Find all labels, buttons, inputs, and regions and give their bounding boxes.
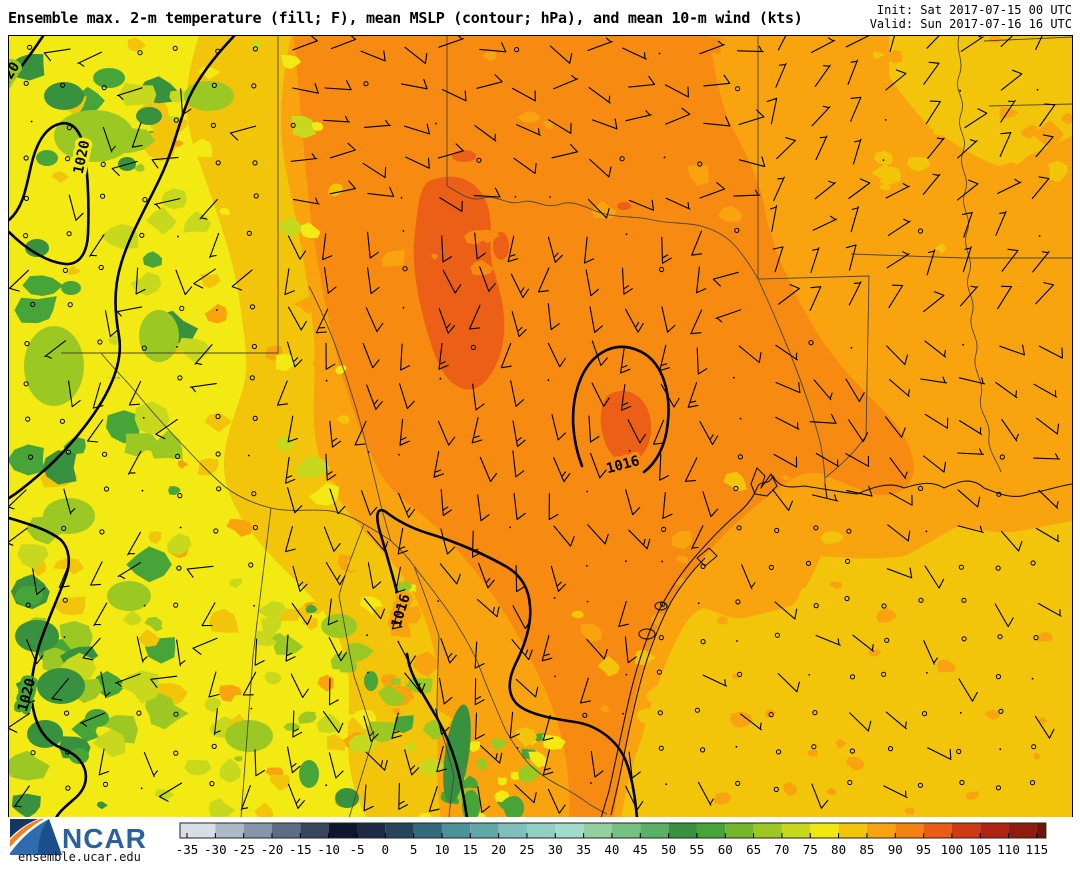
svg-text:20: 20: [491, 842, 506, 857]
svg-text:-30: -30: [204, 842, 227, 857]
svg-text:-5: -5: [349, 842, 364, 857]
svg-text:-25: -25: [232, 842, 255, 857]
svg-text:105: 105: [969, 842, 992, 857]
svg-text:-20: -20: [261, 842, 284, 857]
svg-text:40: 40: [604, 842, 619, 857]
svg-text:80: 80: [831, 842, 846, 857]
svg-text:45: 45: [633, 842, 648, 857]
svg-text:60: 60: [718, 842, 733, 857]
svg-text:-35: -35: [176, 842, 199, 857]
mslp-contours: [9, 36, 670, 818]
wind-barbs: [9, 36, 1063, 814]
svg-text:-10: -10: [317, 842, 340, 857]
footer: NCAR ensemble.ucar.edu -35 -30 -25 -20 -15 -1…: [0, 817, 1080, 871]
site-url-link[interactable]: ensemble.ucar.edu: [18, 850, 141, 864]
svg-text:55: 55: [689, 842, 704, 857]
page-title: Ensemble max. 2-m temperature (fill; F),…: [8, 9, 803, 27]
svg-text:50: 50: [661, 842, 676, 857]
ncar-logo-text: NCAR: [62, 823, 147, 854]
svg-text:70: 70: [774, 842, 789, 857]
svg-text:110: 110: [997, 842, 1020, 857]
svg-text:75: 75: [803, 842, 818, 857]
temperature-colorbar: -35 -30 -25 -20 -15 -10 -5 0 5 10 15 20 25 30 35 40 45 50…: [176, 822, 1049, 857]
svg-text:65: 65: [746, 842, 761, 857]
svg-text:15: 15: [463, 842, 478, 857]
svg-text:115: 115: [1026, 842, 1049, 857]
svg-text:25: 25: [519, 842, 534, 857]
weather-map: 1020 1020 1020 1016 1016: [8, 35, 1073, 819]
coastline: [600, 467, 1072, 818]
ncar-logo-icon: [10, 819, 62, 855]
svg-text:90: 90: [888, 842, 903, 857]
run-times: Init: Sat 2017-07-15 00 UTC Valid: Sun 2…: [870, 3, 1072, 31]
init-time: Init: Sat 2017-07-15 00 UTC: [876, 3, 1072, 17]
svg-text:95: 95: [916, 842, 931, 857]
header: Ensemble max. 2-m temperature (fill; F),…: [0, 0, 1080, 35]
svg-text:30: 30: [548, 842, 563, 857]
svg-text:85: 85: [859, 842, 874, 857]
svg-text:5: 5: [410, 842, 418, 857]
svg-text:10: 10: [434, 842, 449, 857]
valid-time: Valid: Sun 2017-07-16 16 UTC: [869, 17, 1072, 31]
svg-text:100: 100: [941, 842, 964, 857]
svg-text:35: 35: [576, 842, 591, 857]
svg-text:-15: -15: [289, 842, 312, 857]
svg-text:0: 0: [382, 842, 390, 857]
